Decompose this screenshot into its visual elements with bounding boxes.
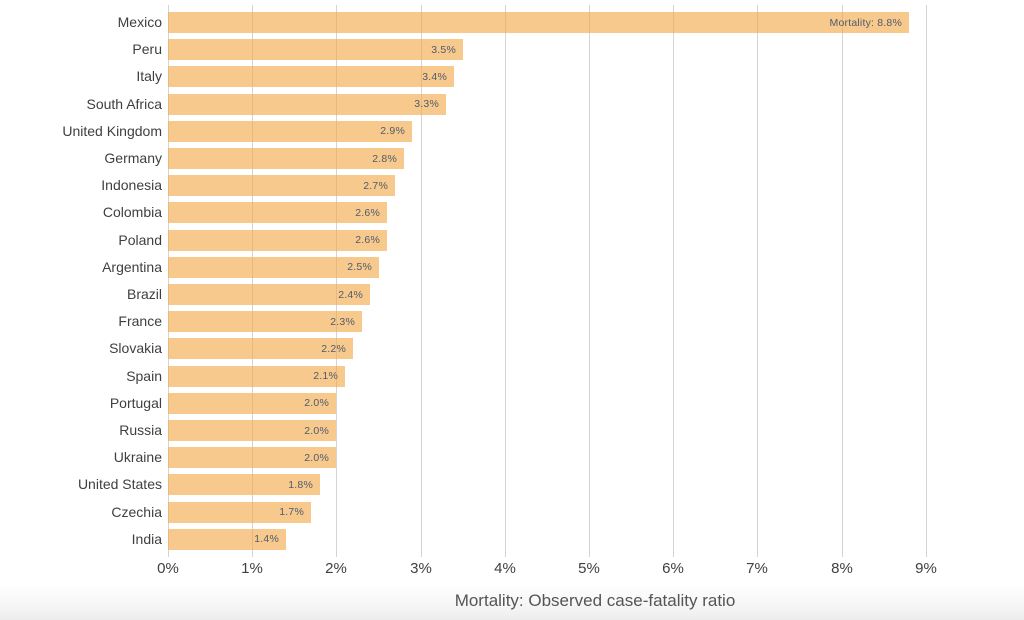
x-axis-tick-labels: 0% 1% 2% 3% 4% 5% 6% 7% 8% 9%	[157, 560, 1018, 580]
bar-value-label: 2.3%	[330, 315, 355, 328]
y-category-label: United Kingdom	[62, 122, 162, 139]
bar-india[interactable]: 1.4%	[168, 528, 286, 550]
x-axis-title: Mortality: Observed case-fatality ratio	[454, 591, 736, 610]
x-tick-label: 5%	[578, 560, 600, 577]
bar-value-label: Mortality: 8.8%	[829, 16, 902, 29]
x-tick-label: 6%	[662, 560, 684, 577]
x-tick-label: 2%	[325, 560, 347, 577]
bar-value-label: 2.5%	[347, 261, 372, 274]
gridline	[926, 5, 927, 557]
y-category-label: Brazil	[126, 286, 162, 302]
bar-ukraine[interactable]: 2.0%	[168, 447, 336, 469]
x-tick-label: 8%	[831, 560, 853, 577]
gridline	[252, 5, 253, 557]
y-category-label: France	[118, 313, 162, 330]
x-tick-label: 7%	[746, 560, 768, 577]
y-category-label: Slovakia	[109, 340, 162, 357]
bar-value-label: 2.1%	[313, 370, 338, 383]
bar-value-label: 2.6%	[355, 234, 380, 247]
bar-slovakia[interactable]: 2.2%	[168, 338, 353, 360]
y-category-label: Indonesia	[101, 177, 162, 194]
y-category-label: Argentina	[102, 258, 162, 275]
y-category-label: Portugal	[109, 394, 162, 411]
x-tick-label: 9%	[915, 560, 937, 577]
bar-value-label: 1.7%	[279, 506, 304, 519]
bar-value-label: 2.8%	[372, 152, 397, 165]
bar-south-africa[interactable]: 3.3%	[168, 93, 446, 115]
bar-argentina[interactable]: 2.5%	[168, 256, 379, 278]
bottom-gradient-band	[0, 584, 1024, 620]
y-category-label: Colombia	[102, 204, 162, 221]
bar-russia[interactable]: 2.0%	[168, 420, 336, 441]
y-category-label: Czechia	[111, 503, 162, 520]
y-category-label: United States	[77, 476, 162, 493]
bar-value-label: 3.4%	[422, 70, 447, 83]
bar-czechia[interactable]: 1.7%	[168, 501, 311, 523]
gridline	[589, 5, 590, 557]
bar-value-label: 2.6%	[355, 206, 380, 219]
plot-area: Mortality: 8.8% 3.5% 3.4% 3.3% 2.9% 2.8% 2.7% 2…	[168, 5, 1018, 557]
bar-value-label: 2.7%	[363, 179, 388, 192]
bar-germany[interactable]: 2.8%	[168, 148, 404, 169]
bar-france[interactable]: 2.3%	[168, 311, 362, 333]
y-category-label: Poland	[118, 231, 162, 248]
bar-spain[interactable]: 2.1%	[168, 365, 345, 387]
bar-colombia[interactable]: 2.6%	[168, 202, 387, 224]
gridline	[336, 5, 337, 557]
bar-brazil[interactable]: 2.4%	[168, 284, 370, 305]
y-category-label: Mexico	[117, 14, 162, 30]
bar-united-kingdom[interactable]: 2.9%	[168, 120, 412, 142]
y-category-label: Germany	[104, 150, 162, 166]
bar-value-label: 1.4%	[254, 533, 279, 546]
y-category-label: Spain	[126, 367, 162, 384]
bar-value-label: 2.0%	[304, 397, 329, 410]
y-category-label: Peru	[132, 41, 162, 58]
x-tick-label: 0%	[157, 560, 179, 577]
bar-value-label: 3.3%	[414, 98, 439, 111]
bar-mexico[interactable]: Mortality: 8.8%	[168, 12, 909, 33]
bar-italy[interactable]: 3.4%	[168, 66, 454, 88]
bar-value-label: 2.4%	[338, 288, 363, 301]
x-tick-label: 1%	[241, 560, 263, 577]
bar-value-label: 2.2%	[321, 342, 346, 355]
y-category-label: South Africa	[86, 95, 163, 112]
bar-indonesia[interactable]: 2.7%	[168, 175, 395, 197]
y-category-label: Italy	[136, 68, 162, 85]
y-category-label: India	[131, 530, 162, 547]
gridline	[421, 5, 422, 557]
bar-peru[interactable]: 3.5%	[168, 39, 463, 61]
y-category-label: Russia	[119, 422, 162, 438]
gridline	[673, 5, 674, 557]
x-tick-label: 4%	[494, 560, 516, 577]
gridline	[168, 5, 169, 557]
gridline	[505, 5, 506, 557]
bar-poland[interactable]: 2.6%	[168, 229, 387, 251]
gridline	[842, 5, 843, 557]
bar-value-label: 3.5%	[431, 43, 456, 56]
bar-value-label: 2.9%	[380, 125, 405, 138]
bar-value-label: 1.8%	[288, 478, 313, 491]
bar-united-states[interactable]: 1.8%	[168, 474, 320, 496]
y-category-label: Ukraine	[113, 449, 162, 466]
bar-value-label: 2.0%	[304, 424, 329, 437]
bar-value-label: 2.0%	[304, 451, 329, 464]
bar-portugal[interactable]: 2.0%	[168, 392, 336, 414]
x-tick-label: 3%	[410, 560, 432, 577]
gridline	[757, 5, 758, 557]
